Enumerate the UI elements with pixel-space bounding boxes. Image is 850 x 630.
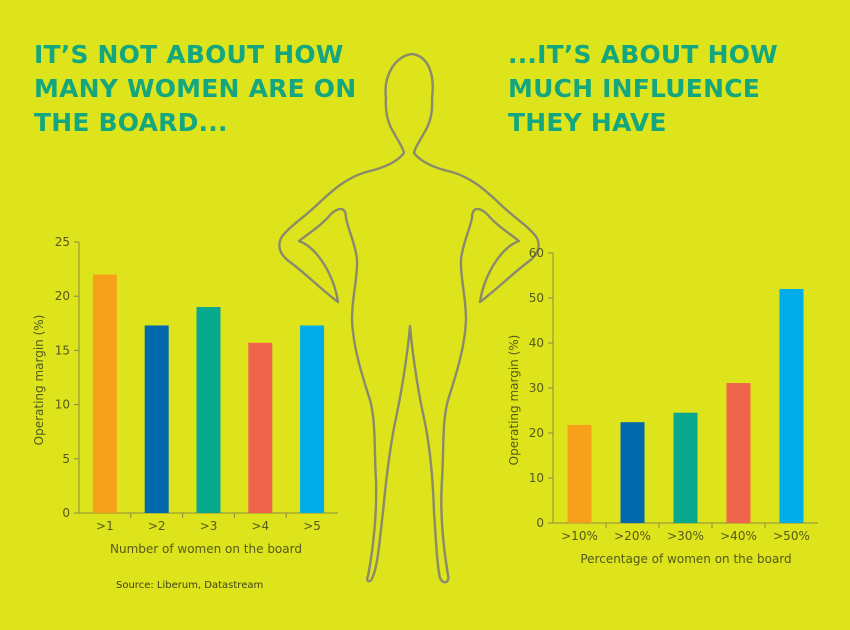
y-tick-label: 20 (529, 426, 544, 440)
bar-4 (248, 342, 273, 513)
headline-left-line: MANY WOMEN ARE ON (34, 74, 357, 103)
y-tick-label: 50 (529, 291, 544, 305)
bar-2 (620, 422, 645, 523)
bar-3 (196, 307, 221, 513)
y-tick-label: 0 (536, 516, 544, 530)
x-tick-label: >50% (773, 529, 810, 543)
headline-right: ...IT’S ABOUT HOW MUCH INFLUENCE THEY HA… (508, 38, 838, 140)
x-tick-label: >3 (200, 519, 218, 533)
x-tick-label: >2 (148, 519, 166, 533)
y-tick-label: 5 (62, 452, 70, 466)
y-tick-label: 15 (55, 343, 70, 357)
y-tick-label: 10 (529, 471, 544, 485)
y-tick-label: 60 (529, 246, 544, 260)
source-note: Source: Liberum, Datastream (116, 580, 263, 591)
headline-right-line: ...IT’S ABOUT HOW (508, 40, 778, 69)
headline-left-line: THE BOARD... (34, 108, 228, 137)
y-tick-label: 40 (529, 336, 544, 350)
x-axis-title: Percentage of women on the board (580, 552, 791, 566)
y-axis-title: Operating margin (%) (32, 315, 46, 446)
headline-left: IT’S NOT ABOUT HOW MANY WOMEN ARE ON THE… (34, 38, 357, 140)
x-tick-label: >40% (720, 529, 757, 543)
y-tick-label: 10 (55, 398, 70, 412)
chart-number-of-women: 0 5 10 15 20 25 >1 >2 >3 >4 >5 Number of women on… (32, 235, 338, 556)
x-tick-label: >10% (561, 529, 598, 543)
bar-5 (779, 289, 804, 523)
chart-percentage-of-women: 0 10 20 30 40 50 60 >10% >20% >30% >40% >50% Perce… (507, 246, 818, 566)
x-tick-label: >1 (96, 519, 114, 533)
bar-3 (673, 412, 698, 523)
headline-left-line: IT’S NOT ABOUT HOW (34, 40, 344, 69)
bar-1 (92, 274, 117, 513)
bar-2 (144, 325, 169, 513)
headline-right-line: MUCH INFLUENCE (508, 74, 761, 103)
y-tick-label: 20 (55, 289, 70, 303)
y-axis-title: Operating margin (%) (507, 335, 521, 466)
x-tick-label: >5 (303, 519, 321, 533)
bar-1 (567, 424, 592, 523)
bar-4 (726, 383, 751, 523)
x-axis-title: Number of women on the board (110, 542, 302, 556)
bar-5 (300, 325, 325, 513)
headline-right-line: THEY HAVE (508, 108, 667, 137)
y-tick-label: 25 (55, 235, 70, 249)
x-tick-label: >4 (251, 519, 269, 533)
x-tick-label: >30% (667, 529, 704, 543)
y-tick-label: 30 (529, 381, 544, 395)
woman-silhouette-icon (278, 52, 540, 584)
x-tick-label: >20% (614, 529, 651, 543)
y-tick-label: 0 (62, 506, 70, 520)
